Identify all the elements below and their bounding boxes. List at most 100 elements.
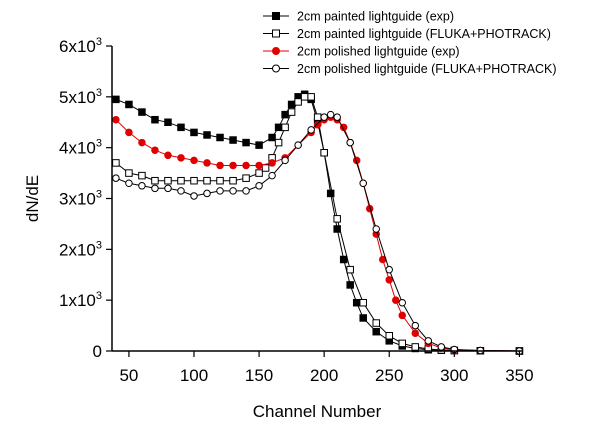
series-4-point bbox=[242, 187, 250, 195]
series-1-point bbox=[190, 128, 198, 137]
legend-marker bbox=[272, 47, 280, 55]
series-2-point bbox=[385, 332, 393, 340]
series-4-point bbox=[138, 182, 146, 190]
series-2-point bbox=[112, 159, 120, 167]
y-tick-label: 6x103 bbox=[59, 36, 102, 56]
series-3-point bbox=[203, 159, 211, 167]
series-3-point bbox=[255, 161, 263, 170]
legend: 2cm painted lightguide (exp) 2cm painted … bbox=[263, 10, 556, 76]
series-4-point bbox=[216, 187, 224, 195]
series-1-point bbox=[333, 225, 341, 233]
series-4-point bbox=[190, 192, 198, 200]
series-3-point bbox=[229, 161, 237, 170]
legend-label: 2cm polished lightguide (FLUKA+PHOTRACK) bbox=[297, 62, 556, 76]
series-1-point bbox=[112, 95, 120, 104]
series-3-line bbox=[115, 116, 520, 352]
series-4-point bbox=[437, 343, 446, 351]
legend-marker bbox=[272, 29, 280, 38]
y-tick-label: 3x103 bbox=[59, 189, 102, 209]
axes-layer: 50 100 150 200 250 300 350 0 1x103 2x103 3x103 4x10… bbox=[23, 36, 534, 421]
series-4-point bbox=[372, 225, 380, 233]
series-4-point bbox=[281, 156, 289, 165]
series-2-point bbox=[255, 169, 263, 177]
series-4-point bbox=[307, 126, 315, 134]
series-2-point bbox=[164, 176, 172, 185]
legend-marker bbox=[272, 12, 280, 20]
series-3-point bbox=[151, 146, 159, 154]
series-2-point bbox=[242, 174, 250, 182]
series-3-point bbox=[411, 329, 420, 337]
series-1-point bbox=[274, 123, 283, 132]
series-3-point bbox=[112, 115, 120, 124]
series-1-point bbox=[151, 115, 159, 124]
series-4-point bbox=[346, 138, 354, 147]
series-2-point bbox=[138, 171, 146, 180]
series-4-point bbox=[320, 113, 328, 121]
series-3-point bbox=[242, 161, 250, 170]
series-3-point bbox=[125, 128, 133, 137]
series-2-point bbox=[216, 176, 224, 185]
series-1-point bbox=[326, 189, 335, 198]
series-1-point bbox=[372, 327, 380, 336]
series-2-point bbox=[281, 123, 289, 132]
series-layer bbox=[112, 90, 524, 355]
series-1-point bbox=[138, 108, 146, 116]
series-3-point bbox=[216, 161, 224, 170]
series-4-point bbox=[229, 187, 237, 195]
legend-marker bbox=[272, 64, 280, 73]
series-1-point bbox=[125, 100, 133, 109]
series-4-point bbox=[424, 337, 433, 345]
series-1-point bbox=[242, 138, 250, 147]
series-4-point bbox=[125, 179, 133, 187]
series-2-point bbox=[151, 176, 159, 185]
y-tick-label: 5x103 bbox=[59, 87, 102, 107]
series-2-point bbox=[359, 298, 367, 307]
series-3 bbox=[112, 113, 524, 355]
series-4-point bbox=[151, 184, 159, 193]
series-2-point bbox=[411, 343, 420, 351]
series-1-point bbox=[339, 255, 348, 264]
series-2-point bbox=[261, 164, 270, 172]
series-4-point bbox=[203, 189, 211, 198]
series-1-point bbox=[287, 100, 296, 109]
series-3-point bbox=[190, 156, 198, 165]
series-3-point bbox=[268, 159, 276, 167]
series-2-point bbox=[125, 169, 133, 177]
x-axis-title: Channel Number bbox=[253, 402, 382, 421]
series-4-point bbox=[294, 141, 302, 149]
series-4-point bbox=[255, 182, 263, 190]
series-2-point bbox=[320, 149, 328, 157]
y-tick-label: 1x103 bbox=[59, 290, 102, 310]
y-tick-label: 4x103 bbox=[59, 138, 102, 158]
y-tick-label: 0 bbox=[93, 342, 102, 361]
series-1-point bbox=[352, 298, 361, 307]
series-2-point bbox=[274, 138, 283, 147]
series-2-point bbox=[190, 176, 198, 185]
x-tick-label: 200 bbox=[310, 366, 338, 385]
x-tick-label: 150 bbox=[245, 366, 273, 385]
series-2-point bbox=[372, 319, 380, 327]
series-4-line bbox=[115, 114, 520, 352]
series-1-point bbox=[346, 281, 354, 289]
series-1-point bbox=[203, 131, 211, 139]
series-4-point bbox=[333, 113, 341, 121]
x-tick-label: 250 bbox=[375, 366, 403, 385]
series-1-point bbox=[359, 314, 367, 322]
series-4 bbox=[112, 110, 524, 355]
series-3-point bbox=[313, 121, 322, 129]
series-2-point bbox=[203, 176, 211, 185]
series-2-point bbox=[287, 108, 296, 116]
series-1 bbox=[112, 90, 524, 355]
legend-item-1: 2cm painted lightguide (exp) bbox=[263, 10, 454, 24]
series-4-point bbox=[268, 171, 276, 180]
series-2-point bbox=[398, 339, 407, 348]
x-tick-label: 100 bbox=[180, 366, 208, 385]
y-tick-label: 2x103 bbox=[59, 239, 102, 259]
series-2-point bbox=[177, 176, 185, 185]
x-tick-label: 300 bbox=[440, 366, 468, 385]
series-2-point bbox=[307, 93, 315, 101]
series-1-point bbox=[164, 118, 172, 126]
series-1-point bbox=[255, 141, 263, 149]
series-4-point bbox=[326, 110, 335, 119]
series-2-point bbox=[300, 93, 309, 101]
